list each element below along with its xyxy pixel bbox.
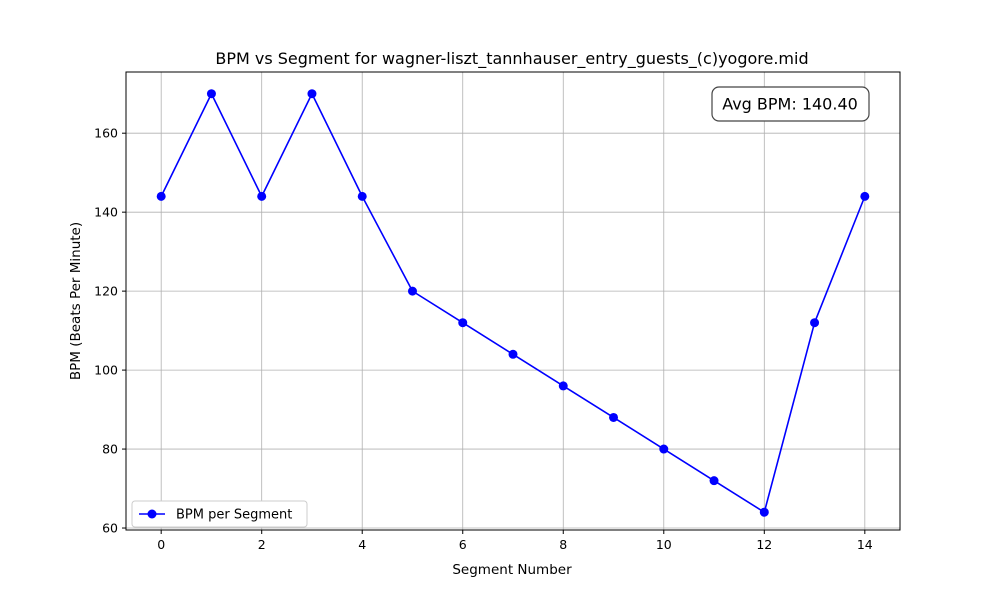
chart-title: BPM vs Segment for wagner-liszt_tannhaus… [215, 49, 808, 69]
data-point [810, 318, 820, 328]
y-tick-label: 140 [94, 205, 118, 220]
y-axis-label: BPM (Beats Per Minute) [68, 222, 84, 380]
data-point [156, 191, 166, 201]
x-tick-label: 12 [756, 537, 772, 552]
plot-frame [125, 71, 901, 531]
annotation-text: Avg BPM: 140.40 [722, 95, 858, 114]
legend-marker [147, 509, 157, 519]
avg-bpm-annotation: Avg BPM: 140.40 [711, 86, 870, 122]
y-tick-label: 100 [94, 363, 118, 378]
data-point [860, 191, 870, 201]
x-tick-label: 10 [656, 537, 672, 552]
y-tick-label: 160 [94, 126, 118, 141]
data-point [609, 412, 619, 422]
legend-label: BPM per Segment [176, 508, 292, 523]
x-tick-label: 4 [358, 537, 366, 552]
y-tick-label: 80 [102, 442, 118, 457]
data-point [759, 507, 769, 517]
x-axis-label: Segment Number [452, 562, 572, 578]
data-point [659, 444, 669, 454]
series-layer [156, 89, 870, 517]
y-tick-label: 60 [102, 521, 118, 536]
x-tick-label: 2 [258, 537, 266, 552]
ticks-layer: 0 2 4 6 8 10 12 14 60 80 100 120 140 160 [94, 126, 873, 552]
grid-layer [126, 72, 900, 530]
data-point [257, 191, 267, 201]
data-point [357, 191, 367, 201]
x-tick-label: 6 [459, 537, 467, 552]
data-point [307, 89, 317, 99]
x-tick-label: 14 [857, 537, 873, 552]
data-point [206, 89, 216, 99]
annotation-box [711, 86, 870, 122]
data-point [508, 349, 518, 359]
data-point [709, 476, 719, 486]
y-tick-label: 120 [94, 284, 118, 299]
legend: BPM per Segment [131, 500, 308, 528]
data-point [407, 286, 417, 296]
data-point [458, 318, 468, 328]
x-tick-label: 8 [559, 537, 567, 552]
x-tick-label: 0 [157, 537, 165, 552]
data-point [558, 381, 568, 391]
legend-box [131, 500, 308, 528]
